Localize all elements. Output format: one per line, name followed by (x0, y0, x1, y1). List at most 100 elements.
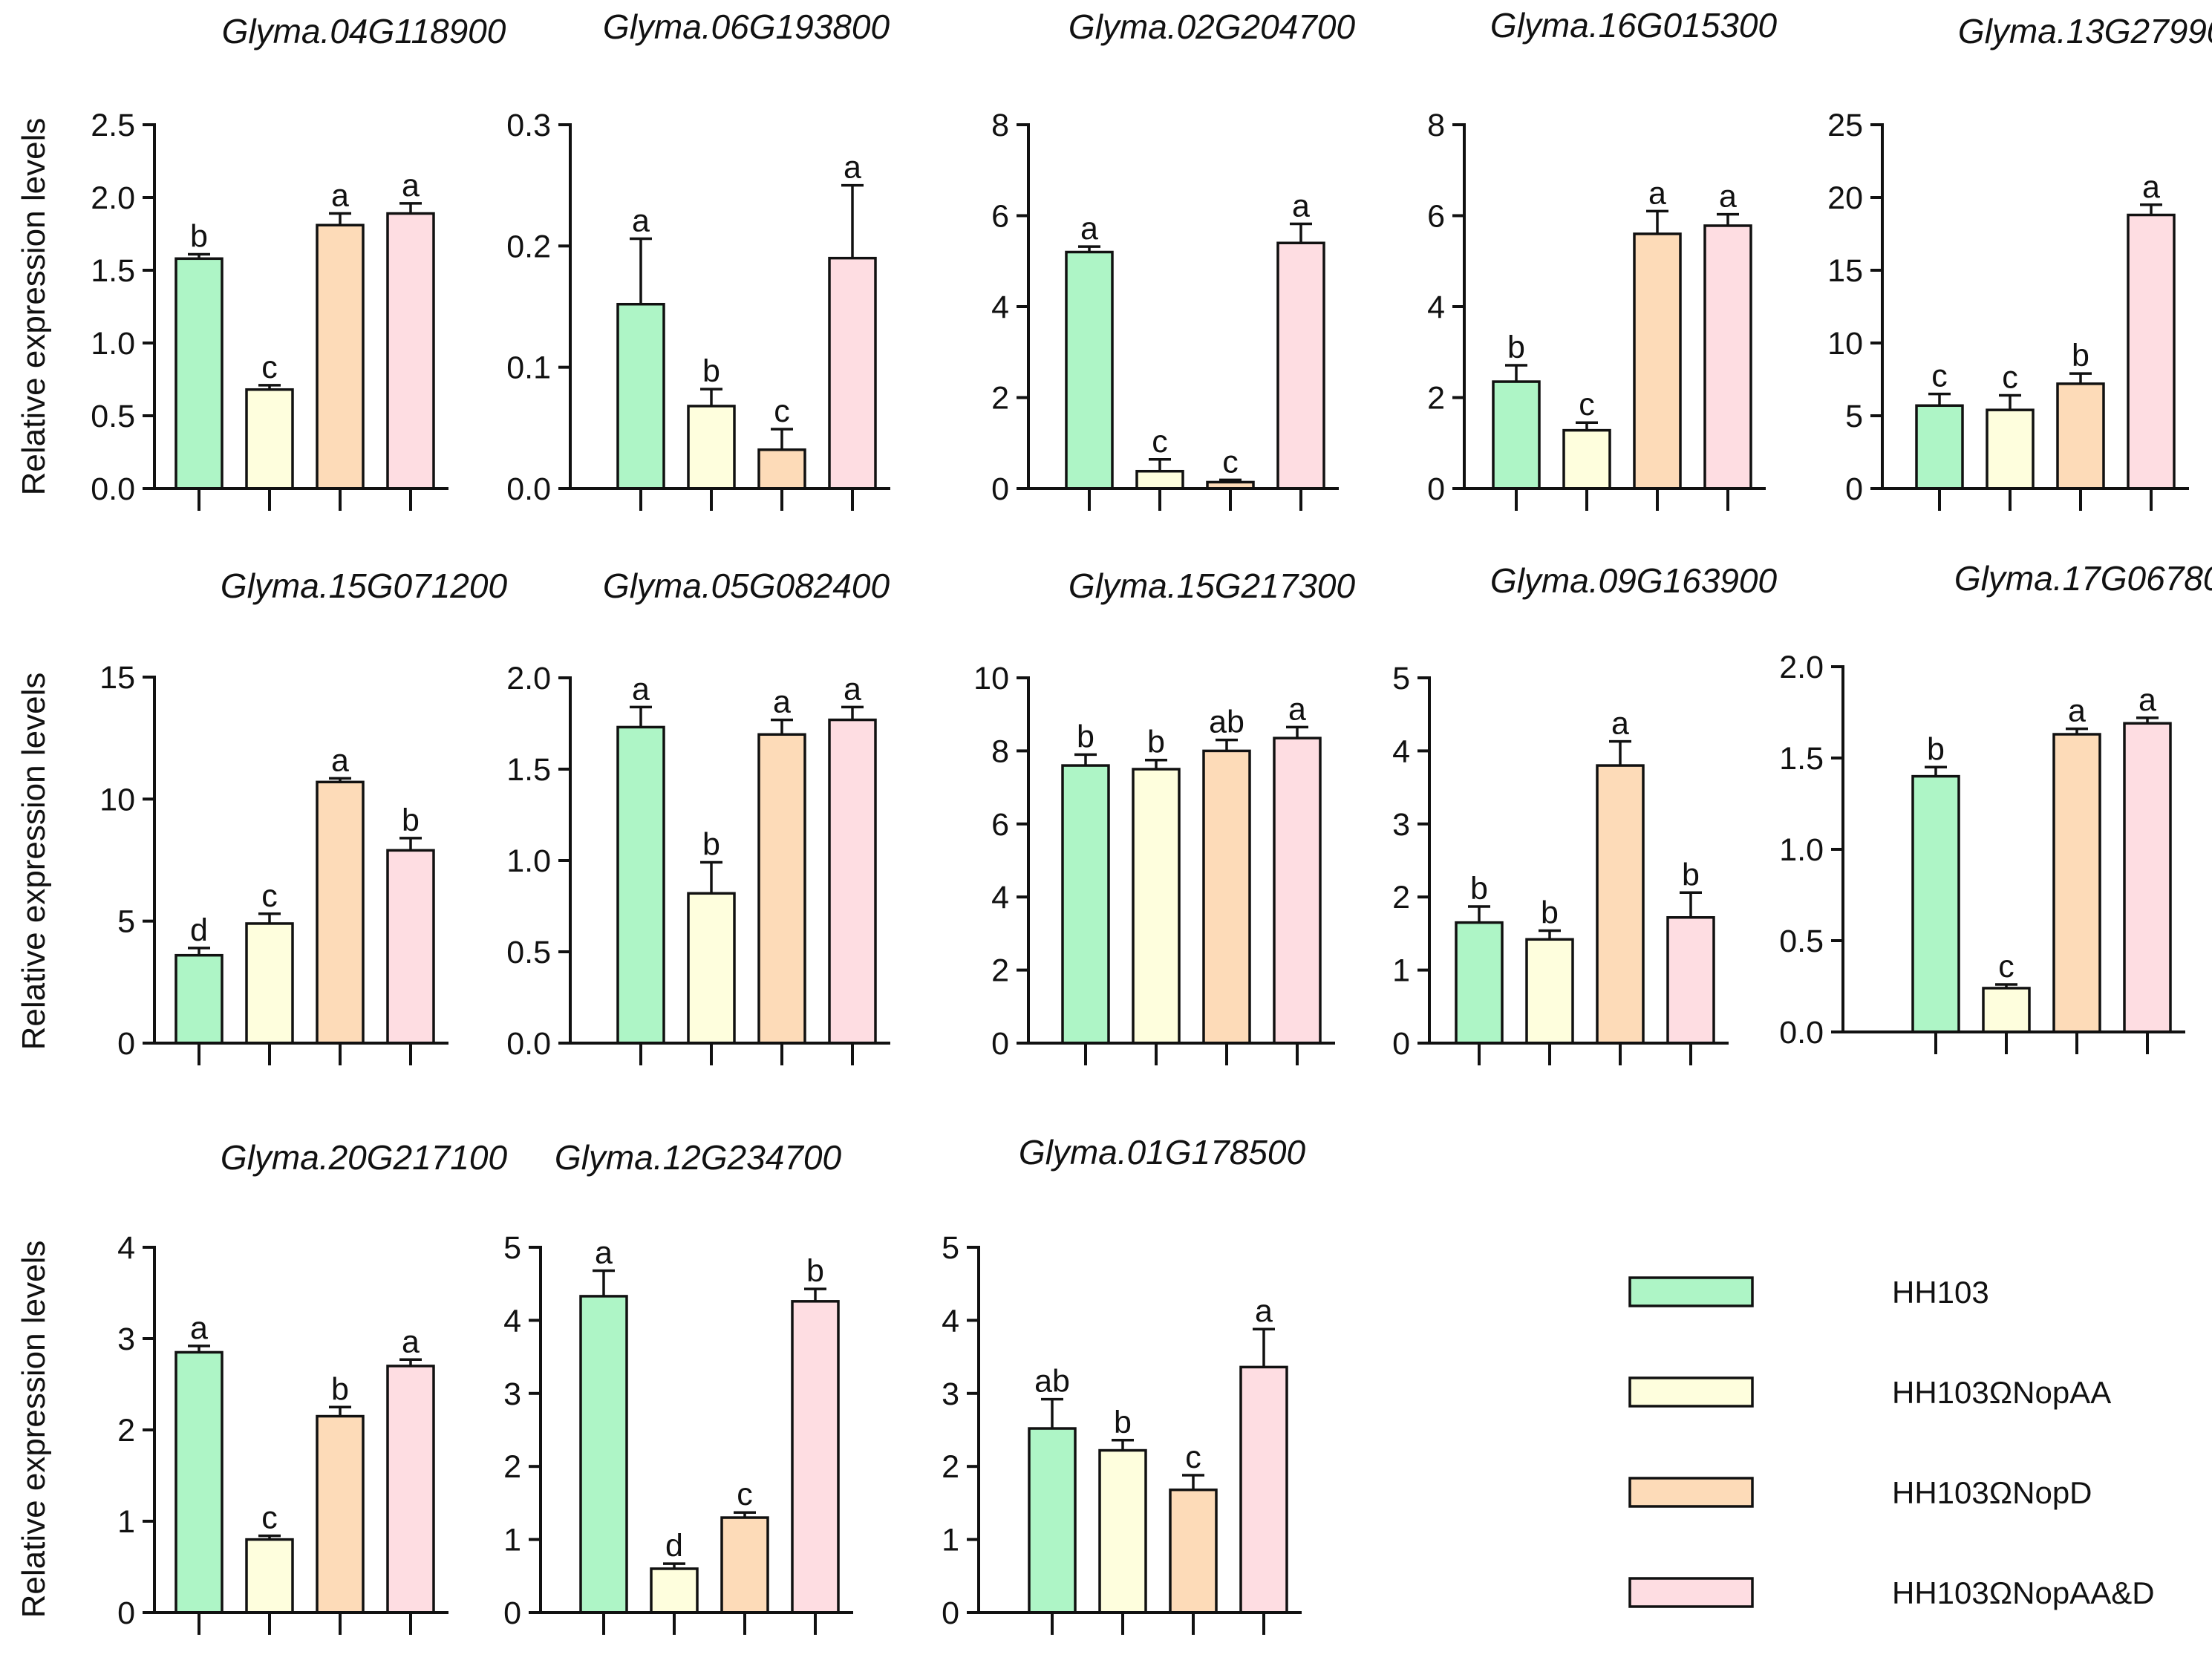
y-tick-label: 6 (1427, 199, 1445, 235)
legend-label: HH103ΩNopAA&D (1892, 1575, 2155, 1610)
bar (386, 849, 435, 1045)
y-tick-label: 1.5 (91, 253, 135, 289)
chart-title: Glyma.13G279900 (1958, 12, 2212, 50)
significance-label: b (1470, 871, 1488, 906)
chart-title: Glyma.01G178500 (1019, 1133, 1306, 1172)
bar (1525, 938, 1574, 1045)
significance-label: a (2068, 693, 2086, 729)
legend-swatch (1628, 1577, 1754, 1608)
y-tick-label: 5 (117, 904, 135, 940)
significance-label: b (1682, 857, 1700, 892)
chart-title: Glyma.12G234700 (555, 1138, 842, 1177)
significance-label: b (1077, 719, 1094, 754)
y-tick-label: 8 (991, 108, 1009, 143)
bar (1986, 408, 2035, 490)
chart-panel: Glyma.02G204700 a c c a 0 2 4 6 8 (991, 7, 1355, 511)
y-tick-label: 2 (117, 1413, 135, 1448)
significance-label: b (2072, 338, 2089, 373)
bar (1273, 736, 1322, 1045)
y-tick-label: 6 (991, 807, 1009, 843)
bar (2127, 213, 2176, 490)
significance-label: b (1147, 725, 1165, 760)
bar (687, 892, 736, 1045)
y-tick-label: 3 (117, 1322, 135, 1357)
chart-title: Glyma.17G067800 (1954, 559, 2212, 598)
chart-panel: Glyma.01G178500 ab b c a 0 1 2 3 4 5 (942, 1133, 1305, 1635)
chart-title: Glyma.02G204700 (1069, 7, 1356, 46)
significance-label: c (1152, 424, 1168, 460)
y-tick-label: 0.1 (506, 350, 551, 386)
significance-label: a (632, 203, 650, 239)
y-axis-label: Relative expression levels (16, 118, 52, 496)
significance-label: c (261, 878, 278, 914)
significance-label: a (595, 1235, 613, 1270)
bar (579, 1295, 628, 1614)
significance-label: ab (1209, 705, 1244, 740)
bar (828, 256, 877, 490)
y-tick-label: 3 (503, 1376, 521, 1412)
significance-label: a (1719, 179, 1737, 215)
legend-label: HH103ΩNopD (1892, 1475, 2092, 1510)
significance-label: b (1927, 731, 1945, 767)
significance-label: b (402, 803, 420, 838)
legend-item: HH103ΩNopAA&D (1628, 1575, 2155, 1610)
bar (245, 922, 294, 1045)
y-tick-label: 0.5 (506, 935, 551, 970)
significance-label: c (737, 1477, 753, 1512)
significance-label: d (190, 912, 208, 948)
chart-title: Glyma.09G163900 (1490, 561, 1778, 600)
significance-label: b (1507, 330, 1525, 365)
y-tick-label: 0.5 (91, 399, 135, 434)
significance-label: ab (1034, 1364, 1070, 1399)
y-tick-label: 2.0 (1779, 650, 1824, 685)
y-tick-label: 4 (117, 1230, 135, 1266)
significance-label: a (331, 742, 349, 778)
significance-label: a (1648, 175, 1666, 211)
y-tick-label: 0.2 (506, 229, 551, 264)
bar (650, 1567, 699, 1614)
bar (720, 1516, 769, 1614)
bar (174, 257, 224, 490)
y-tick-label: 2 (1392, 880, 1410, 915)
bar (316, 1414, 365, 1614)
y-tick-label: 10 (99, 782, 135, 817)
chart-panel: Glyma.13G279900 c c b a 0 5 10 15 20 25 (1827, 12, 2212, 511)
significance-label: a (1080, 211, 1098, 246)
y-tick-label: 3 (942, 1376, 959, 1412)
bar (245, 1538, 294, 1614)
bar (245, 388, 294, 490)
bar (386, 1365, 435, 1614)
y-tick-label: 1 (942, 1523, 959, 1558)
bar (1666, 916, 1715, 1045)
y-tick-label: 4 (1427, 290, 1445, 325)
significance-label: a (844, 150, 861, 186)
chart-title: Glyma.16G015300 (1490, 6, 1778, 45)
significance-label: a (1292, 189, 1310, 224)
y-tick-label: 0.0 (91, 471, 135, 507)
significance-label: a (190, 1310, 208, 1346)
y-tick-label: 5 (1845, 399, 1863, 434)
significance-label: a (773, 685, 791, 720)
significance-label: a (632, 671, 650, 707)
bar (1061, 764, 1110, 1045)
y-tick-label: 2 (503, 1449, 521, 1485)
significance-label: c (261, 350, 278, 385)
significance-label: a (1255, 1293, 1273, 1329)
significance-label: c (1998, 949, 2014, 984)
y-tick-label: 0 (117, 1026, 135, 1062)
chart-panel: Glyma.15G071200 d c a b 0 5 10 15 (99, 566, 507, 1065)
bar (1492, 380, 1541, 490)
chart-title: Glyma.06G193800 (603, 7, 890, 46)
significance-label: a (2138, 682, 2156, 718)
y-tick-label: 4 (1392, 734, 1410, 769)
y-tick-label: 0.0 (1779, 1015, 1824, 1051)
significance-label: b (806, 1253, 824, 1289)
y-tick-label: 10 (973, 661, 1009, 696)
y-tick-label: 4 (942, 1303, 959, 1339)
bar (1982, 987, 2031, 1033)
bar (1202, 749, 1251, 1045)
bar (1633, 232, 1682, 490)
bar (1132, 768, 1181, 1045)
y-tick-label: 2.0 (506, 661, 551, 696)
y-tick-label: 8 (991, 734, 1009, 769)
